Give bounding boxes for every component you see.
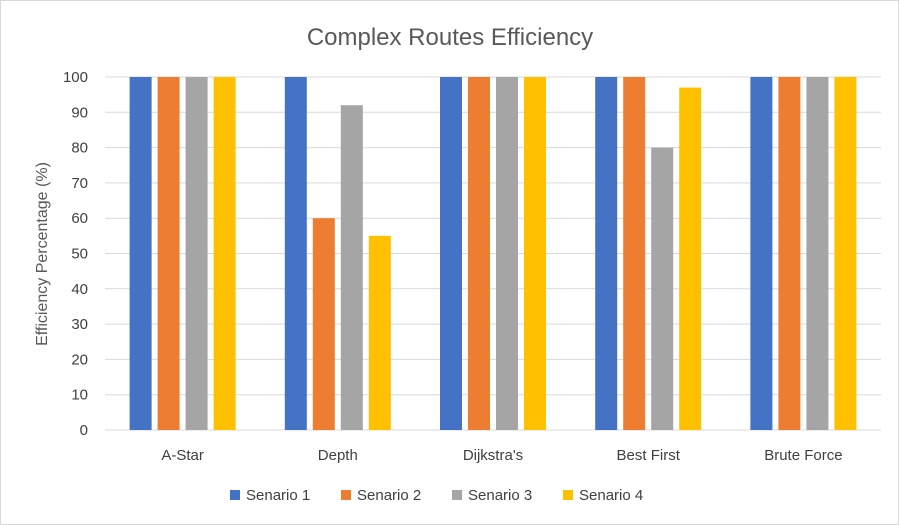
x-tick-label: Dijkstra's [463,447,523,464]
bar-3-best-first [651,147,674,430]
y-tick-label: 70 [71,175,88,192]
x-tick-label: Brute Force [764,447,842,464]
legend-swatch [341,490,351,500]
y-tick-labels: 0 10 20 30 40 50 60 70 80 90 100 [63,69,88,439]
bar-1-brute-force [750,77,773,430]
legend-label: Senario 3 [468,487,532,504]
y-tick-label: 50 [71,246,88,263]
bar-4-best-first [679,87,702,430]
bar-3-depth [340,105,363,431]
bar-3-dijkstra-s [496,77,518,430]
bar-4-depth [368,235,391,430]
bar-2-dijkstra-s [468,77,490,430]
bar-2-brute-force [778,77,801,430]
x-tick-labels: A-Star Depth Dijkstra's Best First Brute For… [161,447,842,464]
y-tick-label: 20 [71,351,88,368]
bars [129,77,857,431]
bar-4-a-star [213,77,236,430]
legend-label: Senario 4 [579,487,643,504]
x-tick-label: Best First [617,447,681,464]
bar-4-dijkstra-s [524,77,546,430]
legend-swatch [563,490,573,500]
x-tick-label: Depth [318,447,358,464]
bar-2-best-first [623,77,646,430]
y-tick-label: 60 [71,210,88,227]
bar-4-brute-force [834,77,857,430]
y-tick-label: 10 [71,387,88,404]
y-tick-label: 0 [80,422,88,439]
y-axis-title: Efficiency Percentage (%) [34,162,51,346]
bar-1-best-first [595,77,618,430]
bar-1-a-star [129,77,152,430]
bar-3-a-star [185,77,208,430]
legend-swatch [452,490,462,500]
legend-label: Senario 2 [357,487,421,504]
bar-2-a-star [157,77,180,430]
y-tick-label: 100 [63,69,88,86]
y-tick-label: 40 [71,281,88,298]
legend-label: Senario 1 [246,487,310,504]
bar-2-depth [312,218,335,430]
bar-1-dijkstra-s [440,77,462,430]
bar-3-brute-force [806,77,829,430]
y-tick-label: 90 [71,104,88,121]
y-tick-label: 30 [71,316,88,333]
chart-title: Complex Routes Efficiency [307,24,593,51]
bar-1-depth [284,77,307,430]
legend: Senario 1 Senario 2 Senario 3 Senario 4 [230,487,643,504]
y-tick-label: 80 [71,140,88,157]
legend-swatch [230,490,240,500]
x-tick-label: A-Star [161,447,204,464]
